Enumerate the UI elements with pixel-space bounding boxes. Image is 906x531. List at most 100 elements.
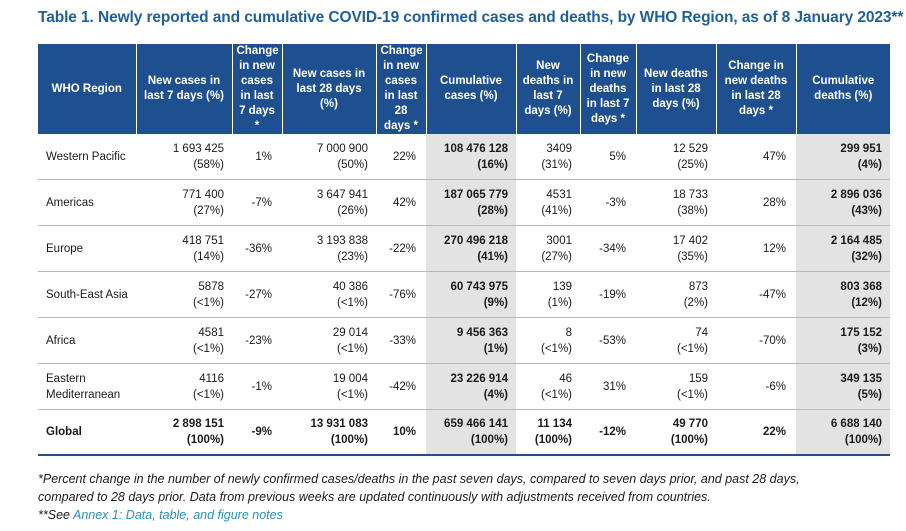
new-deaths-7-percent: (100%) xyxy=(534,434,572,446)
cumulative-deaths-cell: 2 164 485 (32%) xyxy=(796,225,890,272)
cumulative-deaths-percent: (5%) xyxy=(857,388,882,401)
new-cases-7-value: 4116 xyxy=(199,372,224,385)
cumulative-deaths-value: 2 896 036 xyxy=(830,188,882,201)
new-deaths-7-value: 4531 xyxy=(546,188,572,201)
new-cases-7-value: 1 693 425 xyxy=(172,142,224,155)
new-cases-7-cell: 418 751 (14%) xyxy=(136,225,232,272)
cumulative-deaths-cell: 803 368 (12%) xyxy=(796,271,890,318)
cumulative-cases-cell: 9 456 363 (1%) xyxy=(426,317,516,364)
cumulative-deaths-cell: 6 688 140 (100%) xyxy=(796,409,890,456)
new-cases-7-cell: 5878 (<1%) xyxy=(136,271,232,318)
header-change-cases-28: Change in new cases in last 28 days * xyxy=(375,44,426,134)
cumulative-cases-cell: 60 743 975 (9%) xyxy=(426,271,516,318)
change-deaths-7-value: 31% xyxy=(602,380,626,393)
region-name-cell: Global xyxy=(38,409,136,456)
new-cases-28-value: 40 386 xyxy=(332,280,368,293)
cumulative-cases-percent: (4%) xyxy=(483,388,508,401)
change-cases-7-value: -1% xyxy=(251,380,272,393)
new-cases-28-cell: 19 004 (<1%) xyxy=(282,363,376,410)
new-deaths-7-percent: (<1%) xyxy=(541,388,572,401)
new-deaths-28-cell: 873 (2%) xyxy=(636,271,716,318)
new-deaths-7-value: 8 xyxy=(565,326,572,339)
cumulative-cases-value: 108 476 128 xyxy=(444,142,508,155)
new-cases-7-cell: 2 898 151 (100%) xyxy=(136,409,232,456)
cumulative-deaths-cell: 175 152 (3%) xyxy=(796,317,890,364)
new-deaths-28-percent: (38%) xyxy=(677,204,708,217)
change-cases-7-value: 1% xyxy=(255,150,272,163)
table-row: Africa 4581 (<1%) -23% 29 014 (<1%) -33% 9 456 … xyxy=(38,317,890,364)
header-change-deaths-28: Change in new deaths in last 28 days * xyxy=(715,44,796,134)
change-cases-7-cell: -23% xyxy=(232,317,282,364)
new-deaths-7-value: 139 xyxy=(552,280,572,293)
new-cases-7-percent: (<1%) xyxy=(193,342,224,355)
change-cases-28-cell: 42% xyxy=(376,179,426,226)
new-deaths-7-value: 46 xyxy=(559,372,572,385)
new-cases-28-percent: (<1%) xyxy=(337,342,368,355)
new-deaths-7-cell: 4531 (41%) xyxy=(516,179,580,226)
new-cases-7-value: 2 898 151 xyxy=(172,418,224,430)
region-name-cell: Western Pacific xyxy=(38,134,136,180)
change-deaths-28-cell: 28% xyxy=(716,179,796,226)
new-cases-7-value: 771 400 xyxy=(182,188,224,201)
cumulative-cases-cell: 659 466 141 (100%) xyxy=(426,409,516,456)
new-cases-28-value: 29 014 xyxy=(332,326,368,339)
new-cases-7-cell: 4116 (<1%) xyxy=(136,363,232,410)
new-cases-28-cell: 40 386 (<1%) xyxy=(282,271,376,318)
new-cases-28-percent: (23%) xyxy=(337,250,368,263)
new-deaths-7-cell: 8 (<1%) xyxy=(516,317,580,364)
cumulative-deaths-value: 6 688 140 xyxy=(830,418,882,430)
change-cases-7-cell: -27% xyxy=(232,271,282,318)
change-cases-28-value: 10% xyxy=(392,426,416,438)
annex-link[interactable]: Annex 1: Data, table, and figure notes xyxy=(72,508,283,522)
cumulative-cases-value: 270 496 218 xyxy=(444,234,508,247)
change-deaths-28-cell: 47% xyxy=(716,134,796,180)
cumulative-deaths-value: 349 135 xyxy=(840,372,882,385)
new-cases-7-percent: (<1%) xyxy=(193,388,224,401)
region-name-cell: South-East Asia xyxy=(38,271,136,318)
cumulative-cases-value: 23 226 914 xyxy=(450,372,508,385)
footnote-line-2: compared to 28 days prior. Data from pre… xyxy=(38,490,711,504)
new-deaths-28-cell: 74 (<1%) xyxy=(636,317,716,364)
change-cases-28-cell: -42% xyxy=(376,363,426,410)
header-cumulative-cases: Cumulative cases (%) xyxy=(425,44,516,134)
change-cases-28-value: 22% xyxy=(392,150,416,163)
change-cases-28-cell: 10% xyxy=(376,409,426,456)
cumulative-cases-percent: (16%) xyxy=(477,158,508,171)
new-cases-7-value: 418 751 xyxy=(182,234,224,247)
header-new-deaths-28: New deaths in last 28 days (%) xyxy=(635,44,716,134)
new-cases-7-value: 5878 xyxy=(198,280,224,293)
new-cases-7-value: 4581 xyxy=(198,326,224,339)
cumulative-deaths-percent: (100%) xyxy=(844,434,882,446)
header-new-deaths-7: New deaths in last 7 days (%) xyxy=(515,44,580,134)
change-deaths-7-cell: -3% xyxy=(580,179,636,226)
cumulative-cases-value: 9 456 363 xyxy=(456,326,508,339)
cumulative-deaths-cell: 2 896 036 (43%) xyxy=(796,179,890,226)
cumulative-cases-cell: 108 476 128 (16%) xyxy=(426,134,516,180)
new-deaths-28-percent: (25%) xyxy=(677,158,708,171)
new-deaths-7-cell: 3001 (27%) xyxy=(516,225,580,272)
table-row: Eastern Mediterranean 4116 (<1%) -1% 19 004 (… xyxy=(38,363,890,410)
change-deaths-28-value: -47% xyxy=(759,288,786,301)
header-change-cases-7: Change in new cases in last 7 days * xyxy=(231,44,282,134)
new-deaths-7-cell: 3409 (31%) xyxy=(516,134,580,180)
new-cases-28-value: 19 004 xyxy=(332,372,368,385)
cumulative-cases-percent: (41%) xyxy=(477,250,508,263)
change-deaths-7-value: 5% xyxy=(609,150,626,163)
change-cases-7-value: -7% xyxy=(251,196,272,209)
change-cases-7-cell: -36% xyxy=(232,225,282,272)
header-new-cases-7: New cases in last 7 days (%) xyxy=(135,44,232,134)
change-deaths-28-value: 12% xyxy=(762,242,786,255)
table-row-global: Global 2 898 151 (100%) -9% 13 931 083 (100%)… xyxy=(38,409,890,456)
new-cases-28-percent: (100%) xyxy=(330,434,368,446)
table-row: Western Pacific 1 693 425 (58%) 1% 7 000 900… xyxy=(38,134,890,180)
new-deaths-28-cell: 18 733 (38%) xyxy=(636,179,716,226)
change-deaths-28-cell: -47% xyxy=(716,271,796,318)
new-cases-7-percent: (100%) xyxy=(186,434,224,446)
change-cases-28-cell: 22% xyxy=(376,134,426,180)
header-cumulative-deaths: Cumulative deaths (%) xyxy=(795,44,890,134)
change-cases-7-value: -9% xyxy=(251,426,272,438)
new-deaths-28-percent: (<1%) xyxy=(677,342,708,355)
change-cases-28-value: -42% xyxy=(389,380,416,393)
new-cases-28-cell: 3 193 838 (23%) xyxy=(282,225,376,272)
change-cases-28-cell: -76% xyxy=(376,271,426,318)
